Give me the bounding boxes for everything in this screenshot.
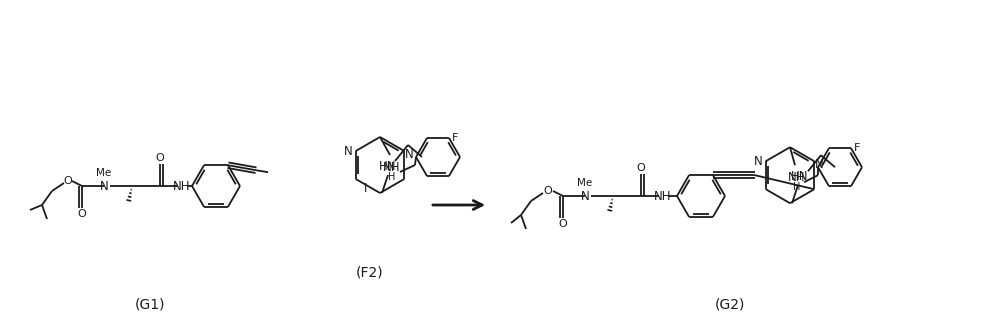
Text: NH: NH [788, 171, 806, 184]
Text: N: N [405, 148, 414, 161]
Text: F: F [854, 143, 860, 153]
Text: NH: NH [173, 179, 191, 193]
Text: Me: Me [96, 168, 112, 178]
Text: F: F [452, 133, 459, 143]
Text: O: O [156, 153, 165, 163]
Text: HN: HN [380, 160, 397, 172]
Text: NH: NH [654, 190, 671, 203]
Text: N: N [344, 145, 352, 158]
Text: N: N [580, 190, 589, 203]
Text: (G1): (G1) [135, 298, 165, 312]
Text: O: O [64, 176, 72, 186]
Text: O: O [543, 186, 552, 196]
Text: NH: NH [384, 161, 401, 173]
Text: H: H [793, 182, 800, 192]
Text: I: I [365, 181, 368, 195]
Text: O: O [558, 219, 567, 229]
Text: O: O [636, 163, 645, 173]
Text: Me: Me [577, 178, 592, 188]
Text: (G2): (G2) [715, 298, 745, 312]
Text: N: N [815, 158, 823, 171]
Text: HN: HN [791, 170, 809, 183]
Text: N: N [753, 155, 762, 168]
Text: O: O [78, 209, 86, 219]
Text: (F2): (F2) [357, 265, 384, 279]
Text: H: H [389, 172, 396, 182]
Text: N: N [100, 179, 108, 193]
